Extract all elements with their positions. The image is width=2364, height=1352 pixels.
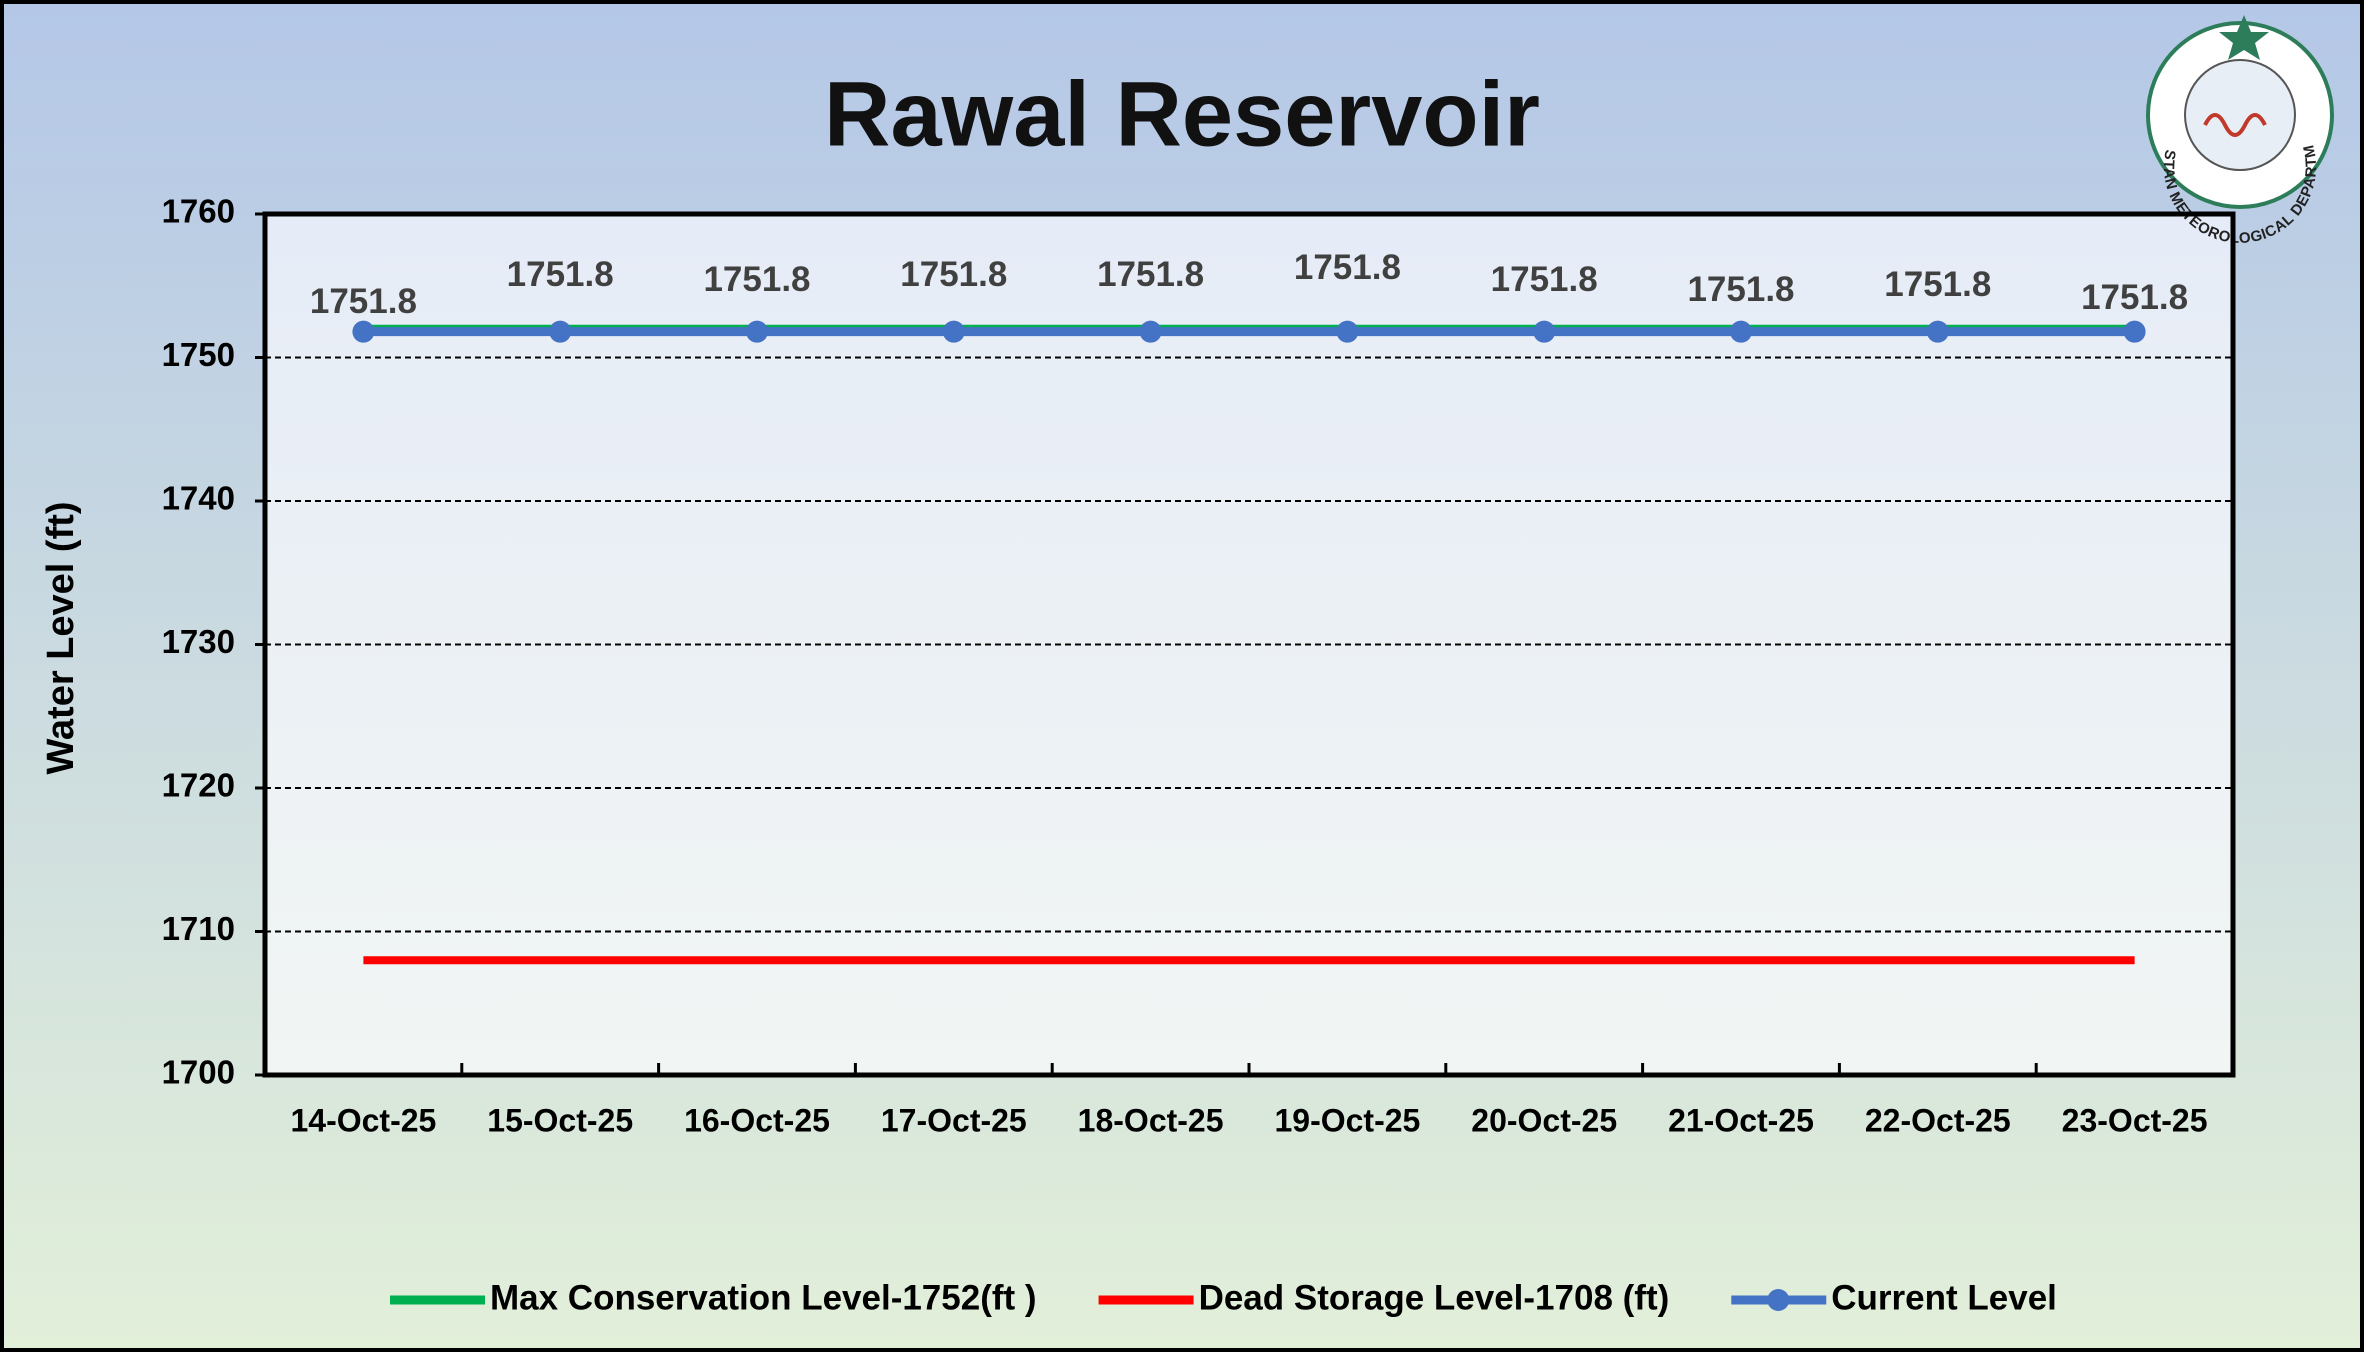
data-label: 1751.8	[1687, 270, 1794, 309]
legend-marker	[1767, 1289, 1790, 1311]
legend-label: Current Level	[1831, 1278, 2057, 1317]
data-point	[352, 320, 375, 343]
data-label: 1751.8	[900, 255, 1007, 294]
data-point	[2123, 320, 2146, 343]
data-point	[1730, 320, 1752, 343]
y-tick-label: 1700	[162, 1054, 235, 1091]
chart-title: Rawal Reservoir	[824, 63, 1540, 165]
data-label: 1751.8	[703, 260, 810, 299]
data-label: 1751.8	[1294, 248, 1401, 287]
logo-star	[2219, 15, 2269, 60]
y-tick-label: 1740	[162, 480, 235, 517]
x-tick-label: 18-Oct-25	[1078, 1102, 1224, 1138]
data-point	[1336, 320, 1359, 343]
x-tick-label: 22-Oct-25	[1865, 1102, 2011, 1138]
x-tick-label: 14-Oct-25	[290, 1102, 436, 1138]
y-tick-label: 1720	[162, 767, 235, 804]
data-point	[942, 320, 965, 343]
x-tick-label: 16-Oct-25	[684, 1102, 830, 1138]
data-label: 1751.8	[507, 255, 614, 294]
x-tick-label: 21-Oct-25	[1668, 1102, 1814, 1138]
legend-label: Max Conservation Level-1752(ft )	[490, 1278, 1037, 1317]
logo-graph	[2203, 113, 2267, 137]
y-tick-label: 1730	[162, 623, 235, 660]
data-label: 1751.8	[1884, 265, 1991, 304]
x-tick-label: 17-Oct-25	[881, 1102, 1027, 1138]
y-tick-label: 1760	[162, 193, 235, 230]
y-tick-label: 1750	[162, 336, 235, 373]
data-label: 1751.8	[1491, 260, 1598, 299]
data-label: 1751.8	[310, 282, 417, 321]
data-point	[1533, 320, 1556, 343]
legend-label: Dead Storage Level-1708 (ft)	[1199, 1278, 1670, 1317]
x-tick-label: 19-Oct-25	[1274, 1102, 1420, 1138]
data-point	[1926, 320, 1949, 343]
data-point	[1139, 320, 1162, 343]
x-tick-label: 15-Oct-25	[487, 1102, 633, 1138]
plot-frame	[262, 211, 2236, 1078]
data-label: 1751.8	[1097, 255, 1204, 294]
x-tick-label: 23-Oct-25	[2062, 1102, 2208, 1138]
data-label: 1751.8	[2081, 278, 2188, 317]
y-axis-label: Water Level (ft)	[40, 501, 82, 774]
data-point	[549, 320, 572, 343]
legend: Max Conservation Level-1752(ft ) Dead Sto…	[390, 1278, 2057, 1317]
x-tick-label: 20-Oct-25	[1471, 1102, 1617, 1138]
logo-inner	[2184, 59, 2296, 171]
y-tick-label: 1710	[162, 910, 235, 947]
data-point	[746, 320, 768, 343]
